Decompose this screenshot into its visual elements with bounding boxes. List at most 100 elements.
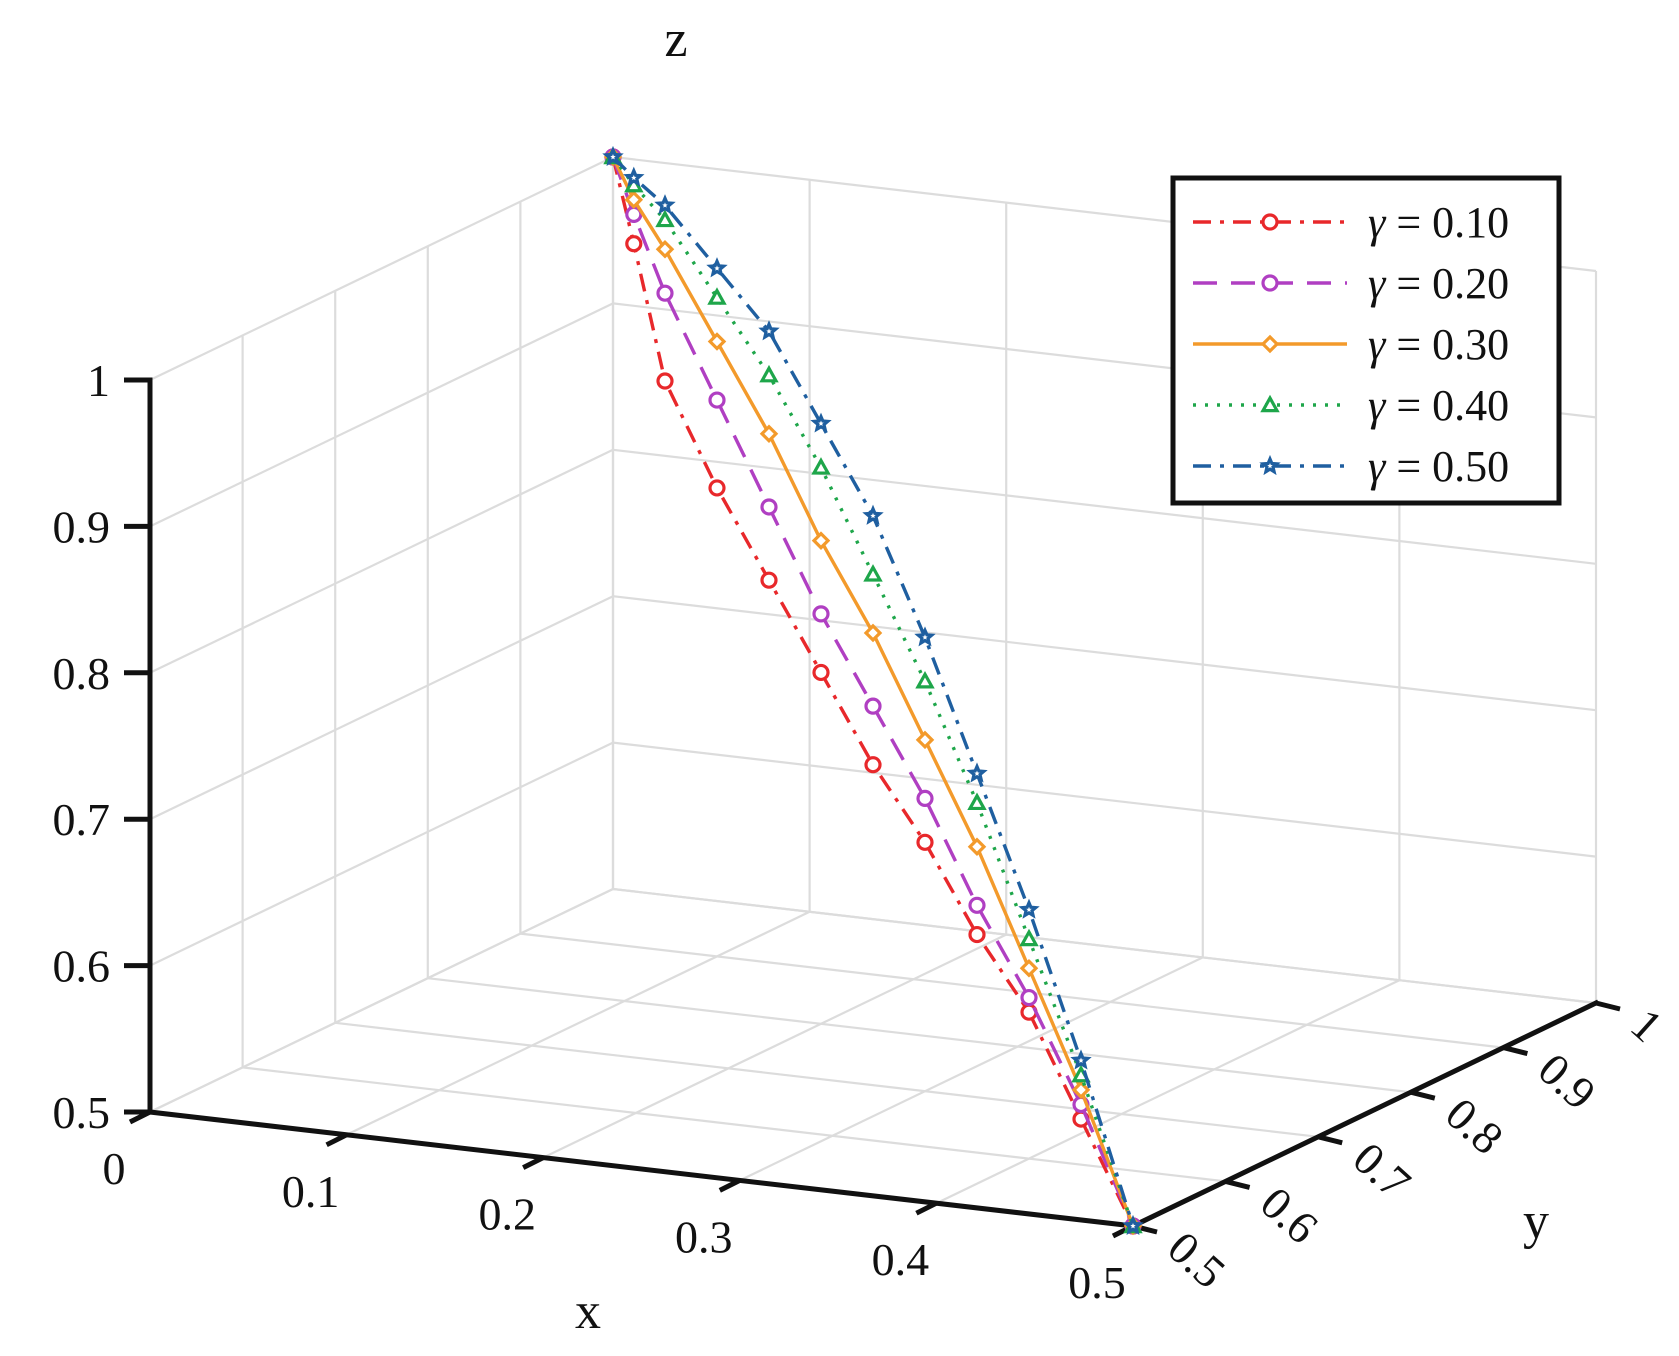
z-tick-label: 0.9 xyxy=(53,501,111,552)
grid-line xyxy=(149,448,614,674)
z-tick-label: 0.5 xyxy=(53,1087,111,1138)
data-point xyxy=(708,391,726,409)
z-tick-label: 0.6 xyxy=(53,941,111,992)
data-point xyxy=(968,925,986,944)
data-point xyxy=(707,332,727,351)
series-line xyxy=(611,156,1135,1227)
legend-value: = 0.40 xyxy=(1385,381,1509,430)
series-group xyxy=(602,145,1144,1236)
series-group xyxy=(603,146,1143,1234)
data-point xyxy=(708,479,726,497)
legend-label: γ = 0.10 xyxy=(1368,198,1509,247)
data-point xyxy=(1261,274,1279,292)
grid-line xyxy=(149,595,614,821)
grid-line xyxy=(149,302,614,528)
data-point xyxy=(811,457,831,475)
legend-symbol: γ xyxy=(1368,320,1387,369)
data-point xyxy=(864,756,882,774)
grid-line xyxy=(149,156,614,381)
data-point xyxy=(1019,928,1039,947)
data-point xyxy=(655,239,675,259)
y-tick xyxy=(1595,1000,1621,1012)
x-tick-label: 0.5 xyxy=(1068,1257,1126,1308)
data-point xyxy=(914,626,936,647)
data-point xyxy=(967,792,987,811)
data-point xyxy=(1020,1003,1038,1021)
legend: γ = 0.10γ = 0.20γ = 0.30γ = 0.40γ = 0.50 xyxy=(1170,175,1562,506)
y-axis-label: y xyxy=(1523,1193,1549,1250)
z-tick-label: 0.7 xyxy=(53,794,111,845)
y-tick-label: 0.6 xyxy=(1251,1177,1328,1253)
grid-line xyxy=(149,741,614,967)
x-tick-label: 0.1 xyxy=(282,1166,340,1217)
data-point xyxy=(1261,213,1279,231)
x-tick xyxy=(522,1155,545,1170)
axes xyxy=(124,377,1621,1239)
grid-line xyxy=(520,932,1504,1049)
data-point xyxy=(863,564,883,582)
data-point xyxy=(760,571,778,589)
x-axis-line xyxy=(147,1109,1136,1229)
data-point xyxy=(655,209,675,228)
y-tick-label: 0.5 xyxy=(1158,1222,1235,1298)
data-point xyxy=(759,364,779,383)
grid-line xyxy=(427,977,1411,1094)
legend-value: = 0.50 xyxy=(1385,442,1509,491)
y-tick xyxy=(1224,1178,1251,1190)
data-point xyxy=(656,372,674,390)
data-point xyxy=(625,235,643,253)
grid-line xyxy=(149,888,614,1113)
data-point xyxy=(915,670,935,689)
data-point xyxy=(864,697,882,715)
z-tick-label: 0.8 xyxy=(53,648,111,699)
grid-line xyxy=(739,956,1204,1182)
data-point xyxy=(706,257,728,278)
data-point xyxy=(812,663,830,682)
data-point xyxy=(812,605,830,623)
legend-symbol: γ xyxy=(1368,381,1387,430)
y-tick-label: 0.9 xyxy=(1529,1043,1606,1119)
series-line xyxy=(611,156,1135,1227)
data-point xyxy=(862,504,884,525)
series-line xyxy=(611,156,1135,1227)
data-point xyxy=(811,531,831,550)
series-lines xyxy=(602,145,1144,1236)
legend-value: = 0.10 xyxy=(1385,198,1509,247)
legend-value: = 0.30 xyxy=(1385,320,1509,369)
legend-label: γ = 0.20 xyxy=(1368,259,1509,308)
series-line xyxy=(611,155,1135,1227)
x-tick-label: 0.2 xyxy=(478,1189,536,1240)
data-point xyxy=(915,730,935,750)
x-tick-label: 0.3 xyxy=(675,1211,733,1262)
y-tick-label: 1 xyxy=(1621,999,1672,1052)
x-tick xyxy=(718,1178,741,1193)
grid-line xyxy=(612,741,1597,858)
data-point xyxy=(1070,1049,1092,1070)
data-point xyxy=(863,623,883,643)
data-point xyxy=(1260,394,1280,413)
legend-label: γ = 0.40 xyxy=(1368,381,1509,430)
data-point xyxy=(916,833,934,851)
z-axis-label: z xyxy=(664,11,687,68)
data-point xyxy=(968,896,986,914)
data-point xyxy=(967,837,987,857)
x-tick-label: 0.4 xyxy=(872,1234,930,1285)
legend-item: γ = 0.10 xyxy=(1193,198,1509,247)
y-tick xyxy=(1317,1134,1343,1146)
legend-box xyxy=(1170,175,1562,506)
grid-line xyxy=(542,933,1007,1159)
legend-symbol: γ xyxy=(1368,259,1387,308)
data-point xyxy=(1259,454,1281,476)
data-point xyxy=(602,145,624,167)
x-tick xyxy=(915,1200,938,1216)
grid-line xyxy=(612,595,1597,712)
legend-item: γ = 0.30 xyxy=(1193,320,1509,369)
data-point xyxy=(654,194,676,215)
grid-line xyxy=(612,448,1597,565)
data-point xyxy=(1071,1080,1091,1100)
data-point xyxy=(1018,898,1040,919)
grid-line xyxy=(335,1021,1319,1138)
data-point xyxy=(758,320,780,341)
data-point xyxy=(1019,959,1039,978)
